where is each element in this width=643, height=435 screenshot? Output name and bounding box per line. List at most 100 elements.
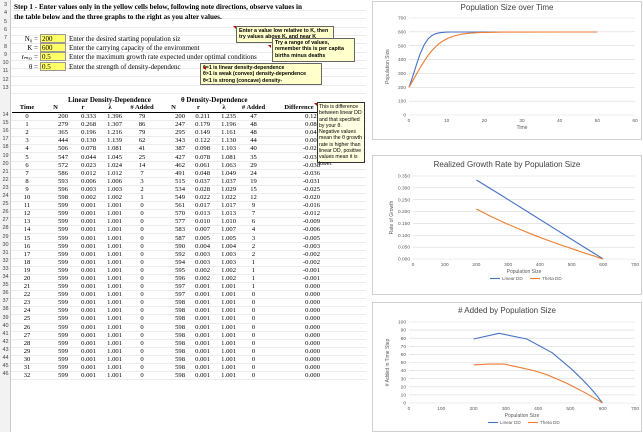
table-cell[interactable]: 599 [58,291,68,299]
table-cell[interactable]: 1.001 [107,266,122,274]
table-cell[interactable]: 200 [58,113,68,121]
table-cell[interactable]: 599 [58,307,68,315]
table-cell[interactable]: 1.130 [221,137,236,145]
table-cell[interactable]: 0.000 [305,283,320,291]
table-cell[interactable]: 597 [175,291,185,299]
table-cell[interactable]: 1.001 [221,307,236,315]
table-cell[interactable]: 79 [138,113,146,121]
row-number[interactable]: 20 [2,160,9,167]
table-cell[interactable]: -0.020 [302,194,320,202]
row-number[interactable]: 36 [2,290,9,297]
table-cell[interactable]: 0.001 [81,218,96,226]
table-cell[interactable]: 595 [175,266,185,274]
row-number[interactable]: 7 [3,35,8,42]
table-cell[interactable]: 1.001 [107,210,122,218]
table-cell[interactable]: 1 [251,258,256,266]
table-cell[interactable]: 0.010 [195,218,210,226]
table-cell[interactable]: 1.001 [221,315,236,323]
table-cell[interactable]: 0.001 [81,242,96,250]
table-cell[interactable]: 25 [138,153,146,161]
table-cell[interactable]: 598 [175,364,185,371]
table-cell[interactable]: -0.020 [302,145,320,153]
added-chart[interactable]: # Added by Population Size 0 10 20 30 40 50 60… [372,302,642,432]
table-cell[interactable]: 0.003 [195,250,210,258]
table-cell[interactable]: 1.045 [107,153,122,161]
table-cell[interactable]: 0.001 [81,307,96,315]
table-cell[interactable]: 22 [23,291,31,299]
row-number[interactable]: 6 [3,26,8,33]
row-number[interactable]: 28 [2,225,9,232]
table-cell[interactable]: 6 [25,161,29,169]
table-cell[interactable]: 590 [175,242,185,250]
table-cell[interactable]: 1.001 [107,242,122,250]
row-number[interactable]: 41 [2,330,9,337]
row-number[interactable]: 45 [2,363,9,370]
table-cell[interactable]: 1.001 [107,339,122,347]
table-cell[interactable]: 1.103 [221,145,236,153]
row-header-column[interactable] [0,0,11,432]
table-cell[interactable]: -0.006 [302,226,320,234]
table-cell[interactable]: 0.001 [195,347,210,355]
table-cell[interactable]: 599 [58,242,68,250]
table-cell[interactable]: -0.001 [302,266,320,274]
table-cell[interactable]: 19 [250,177,257,185]
table-cell[interactable]: 0.001 [195,339,210,347]
table-cell[interactable]: 0 [140,307,144,315]
table-cell[interactable]: 1.001 [107,283,122,291]
table-cell[interactable]: 1.001 [107,234,122,242]
table-cell[interactable]: 1.001 [107,364,122,371]
table-cell[interactable]: 0 [140,202,144,210]
table-cell[interactable]: 0.006 [81,177,96,185]
table-cell[interactable]: 599 [58,266,68,274]
table-cell[interactable]: 0.001 [81,355,96,363]
table-cell[interactable]: 0 [140,339,144,347]
row-number[interactable]: 19 [2,152,9,159]
table-cell[interactable]: 1.001 [107,347,122,355]
series-line-linear[interactable] [476,179,604,260]
series-line-theta[interactable] [473,363,603,404]
table-cell[interactable]: 1.005 [221,234,236,242]
table-cell[interactable]: 0.044 [81,153,96,161]
table-cell[interactable]: 598 [175,307,185,315]
table-cell[interactable]: 1.003 [107,185,122,193]
table-cell[interactable]: 2 [251,242,256,250]
table-cell[interactable]: 1 [251,274,256,282]
table-cell[interactable]: 1.002 [107,194,122,202]
table-cell[interactable]: 3 [140,177,144,185]
table-cell[interactable]: 9 [25,185,29,193]
table-cell[interactable]: 1.001 [107,218,122,226]
table-cell[interactable]: 12 [250,194,257,202]
row-number[interactable]: 11 [2,68,9,75]
table-cell[interactable]: 1.001 [221,291,236,299]
table-cell[interactable]: 20 [23,274,31,282]
table-cell[interactable]: 0.001 [81,339,96,347]
table-cell[interactable]: 1.024 [107,161,122,169]
table-cell[interactable]: 0.098 [195,145,210,153]
series-line-linear[interactable] [473,332,603,404]
table-cell[interactable]: 594 [175,258,185,266]
table-cell[interactable]: 21 [23,283,31,291]
table-cell[interactable]: 577 [175,218,185,226]
table-cell[interactable]: 598 [175,323,185,331]
row-number[interactable]: 3 [3,2,8,8]
row-number[interactable]: 13 [2,85,9,91]
table-cell[interactable]: 586 [58,169,68,177]
table-cell[interactable]: 1.001 [221,283,236,291]
table-cell[interactable]: 86 [138,121,146,129]
table-cell[interactable]: 1.235 [221,113,236,121]
table-cell[interactable]: 14 [23,226,31,234]
table-cell[interactable]: 3 [25,137,29,145]
table-cell[interactable]: 79 [138,129,146,137]
table-cell[interactable]: 0.001 [81,210,96,218]
table-cell[interactable]: 0.048 [195,169,210,177]
table-cell[interactable]: 10 [23,194,31,202]
table-cell[interactable]: 1 [251,266,256,274]
series-line-theta[interactable] [476,208,603,260]
table-cell[interactable]: 1.001 [221,299,236,307]
table-cell[interactable]: 48 [250,129,257,137]
row-number[interactable]: 38 [2,306,9,313]
table-cell[interactable]: 11 [23,202,31,210]
table-cell[interactable]: 1.001 [107,226,122,234]
row-number[interactable]: 8 [3,43,8,50]
row-number[interactable]: 35 [2,282,9,289]
